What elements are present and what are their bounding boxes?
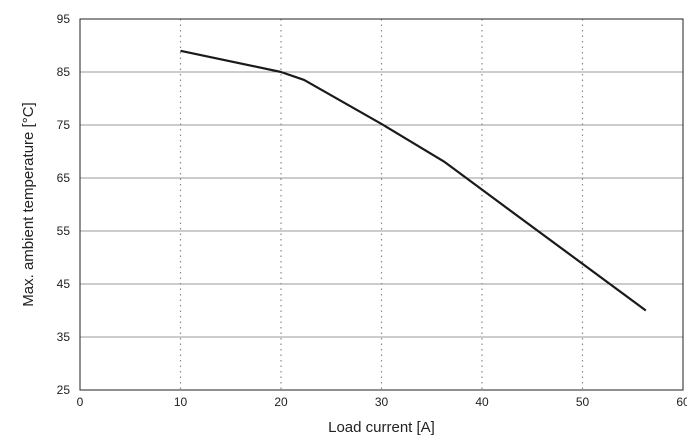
plot-frame (79, 18, 684, 391)
x-tick-label: 50 (576, 395, 590, 409)
x-tick-label: 0 (77, 395, 84, 409)
y-tick-label: 45 (57, 277, 71, 291)
x-tick-label: 10 (174, 395, 188, 409)
y-tick-label: 35 (57, 330, 71, 344)
x-tick-label: 60 (676, 395, 687, 409)
series-line (180, 49, 647, 312)
y-tick-label: 85 (57, 65, 71, 79)
x-tick-label: 40 (475, 395, 489, 409)
y-tick-label: 75 (57, 118, 71, 132)
y-tick-label: 95 (57, 12, 71, 26)
x-gridlines (179, 19, 584, 390)
x-tick-labels: 0 10 20 30 40 50 60 (77, 395, 687, 409)
x-tick-label: 20 (274, 395, 288, 409)
x-tick-label: 30 (375, 395, 389, 409)
y-tick-labels: 25 35 45 55 65 75 85 95 (57, 12, 71, 397)
y-tick-label: 55 (57, 224, 71, 238)
y-tick-label: 25 (57, 383, 71, 397)
x-axis-title: Load current [A] (328, 419, 435, 436)
y-gridlines (80, 71, 683, 338)
y-axis-title: Max. ambient temperature [°C] (20, 102, 37, 306)
series-layer (180, 49, 647, 312)
y-tick-label: 65 (57, 171, 71, 185)
